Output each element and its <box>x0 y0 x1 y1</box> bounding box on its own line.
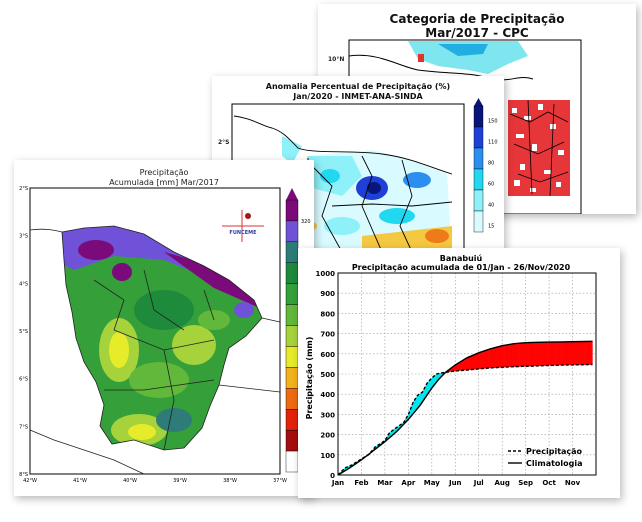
chart-x-tick-label: Mar <box>377 479 393 487</box>
ceara-lat-tick: 5°S <box>19 329 28 335</box>
anomaly-colorbar-swatch <box>473 147 484 170</box>
anomaly-colorbar-swatch <box>473 189 484 212</box>
chart-y-axis-label: Precipitação (mm) <box>305 337 314 420</box>
ceara-lon-tick: 38°W <box>223 478 237 484</box>
chart-y-ticks: 0 100 200 300 400 500 600 700 800 900 1000 <box>316 270 336 480</box>
precipitation-anomaly-panel: Anomalia Percentual de Precipitação (%) … <box>212 76 504 252</box>
anomaly-colorbar-tick: 150 <box>488 119 498 125</box>
chart-y-tick-label: 1000 <box>316 270 336 278</box>
chart-y-tick-label: 700 <box>320 331 335 339</box>
chart-y-tick-label: 200 <box>320 432 335 440</box>
anomaly-colorbar-swatch <box>473 126 484 149</box>
ceara-colorbar-swatch <box>285 367 299 389</box>
ceara-lat-tick: 3°S <box>19 234 28 240</box>
chart-x-tick-label: Apr <box>401 479 415 487</box>
ceara-colorbar-swatch <box>285 262 299 284</box>
chart-y-tick-label: 600 <box>320 351 335 359</box>
funceme-logo-text: FUNCEME <box>229 230 257 236</box>
anomaly-colorbar-tick: 80 <box>488 161 494 167</box>
chart-x-tick-label: Oct <box>542 479 556 487</box>
ceara-colorbar-swatch <box>285 325 299 347</box>
chart-x-tick-label: May <box>424 479 440 487</box>
chart-series-line-climatologia <box>337 340 593 476</box>
ceara-accumulated-precipitation-panel: Precipitação Acumulada [mm] Mar/2017 <box>14 160 314 496</box>
chart-y-tick-label: 500 <box>320 371 335 379</box>
chart-x-ticks: Jan Feb Mar Apr May Jun Jul Aug Sep Oct Nov <box>331 479 581 487</box>
ceara-colorbar-swatch <box>285 220 299 243</box>
chart-plot-frame <box>337 272 597 476</box>
chart-y-tick-label: 400 <box>320 391 335 399</box>
chart-y-tick-label: 800 <box>320 310 335 318</box>
chart-x-tick-label: Aug <box>494 479 509 487</box>
ceara-colorbar-swatch <box>285 283 299 305</box>
funceme-logo: FUNCEME <box>222 210 264 242</box>
ceara-colorbar-swatch <box>285 429 299 452</box>
ceara-colorbar: 320250 <box>285 188 311 473</box>
chart-y-tick-label: 100 <box>320 452 335 460</box>
chart-x-tick-label: Sep <box>518 479 533 487</box>
ceara-colorbar-swatch <box>285 241 299 263</box>
ceara-lat-tick: 6°S <box>19 377 28 383</box>
chart-series <box>337 340 593 476</box>
chart-y-tick-label: 300 <box>320 411 335 419</box>
cpc-map <box>348 39 582 214</box>
ceara-lon-tick: 40°W <box>123 478 137 484</box>
ceara-colorbar-swatch <box>285 304 299 326</box>
anomaly-title: Anomalia Percentual de Precipitação (%) <box>265 82 451 91</box>
ceara-colorbar-swatch <box>285 388 299 410</box>
ceara-colorbar-swatch <box>285 346 299 368</box>
accumulated-precipitation-chart-panel: Banabuiú Precipitação acumulada de 01/Ja… <box>298 248 620 498</box>
ceara-title-line1: Precipitação <box>139 168 189 177</box>
ceara-lat-tick: 4°S <box>19 281 28 287</box>
chart-series-line-precipitação <box>337 363 593 476</box>
chart-y-tick-label: 900 <box>320 290 335 298</box>
anomaly-colorbar-tick: 110 <box>488 140 498 146</box>
ceara-map: FUNCEME 2°S 3°S 4°S 5°S 6°S 7°S 8°S42°W 41°W 40°… <box>19 186 311 484</box>
anomaly-map: 150 110 80 60 40 15 <box>231 98 498 252</box>
ceara-axes: 2°S 3°S 4°S 5°S 6°S 7°S 8°S42°W 41°W 40°W 39°W 38°… <box>19 186 287 484</box>
ceara-title-line2: Acumulada [mm] Mar/2017 <box>109 178 219 187</box>
chart-legend-label: Climatologia <box>526 459 583 468</box>
chart-y-tick-label: 0 <box>330 472 335 480</box>
ceara-colorbar-swatch <box>285 409 299 431</box>
chart-subtitle: Precipitação acumulada de 01/Jan - 26/No… <box>352 263 571 272</box>
ceara-lon-tick: 42°W <box>23 478 37 484</box>
ceara-lat-tick: 2°S <box>19 186 28 192</box>
anomaly-colorbar-swatch <box>473 210 484 233</box>
chart-gridlines <box>337 272 596 476</box>
chart-x-tick-label: Jun <box>448 479 462 487</box>
ceara-colorbar-arrow <box>286 188 298 200</box>
ceara-lon-tick: 41°W <box>73 478 87 484</box>
ceara-lon-tick: 37°W <box>273 478 287 484</box>
ceara-colorbar-tick: 320 <box>301 219 311 225</box>
anomaly-colorbar-swatch <box>473 105 484 128</box>
chart-title: Banabuiú <box>440 254 483 263</box>
ceara-colorbar-swatch <box>285 450 299 473</box>
ceara-lat-tick: 7°S <box>19 424 28 430</box>
anomaly-subtitle: Jan/2020 - INMET-ANA-SINDA <box>293 92 423 101</box>
cpc-lat-label: 10°N <box>328 56 345 63</box>
ceara-colorbar-swatch <box>285 199 299 222</box>
accumulated-precipitation-chart: Banabuiú Precipitação acumulada de 01/Ja… <box>305 254 597 487</box>
cpc-title: Categoria de Precipitação <box>389 12 565 26</box>
chart-x-tick-label: Jan <box>331 479 344 487</box>
chart-fill-below-climatology <box>591 341 593 365</box>
chart-x-tick-label: Nov <box>565 479 581 487</box>
cpc-subtitle: Mar/2017 - CPC <box>425 26 529 40</box>
anomaly-colorbar-tick: 40 <box>488 203 494 209</box>
chart-legend-label: Precipitação <box>526 447 583 456</box>
anomaly-colorbar-arrow <box>474 98 483 106</box>
anomaly-colorbar: 150 110 80 60 40 15 <box>473 98 498 233</box>
anomaly-colorbar-tick: 60 <box>488 182 494 188</box>
ceara-lon-tick: 39°W <box>173 478 187 484</box>
anomaly-colorbar-tick: 15 <box>488 224 494 230</box>
chart-x-tick-label: Jul <box>473 479 484 487</box>
anomaly-lat-label: 2°S <box>218 139 230 146</box>
anomaly-colorbar-swatch <box>473 168 484 191</box>
chart-x-tick-label: Feb <box>354 479 368 487</box>
chart-legend: Precipitação Climatologia <box>508 447 583 468</box>
ceara-lat-tick: 8°S <box>19 472 28 478</box>
